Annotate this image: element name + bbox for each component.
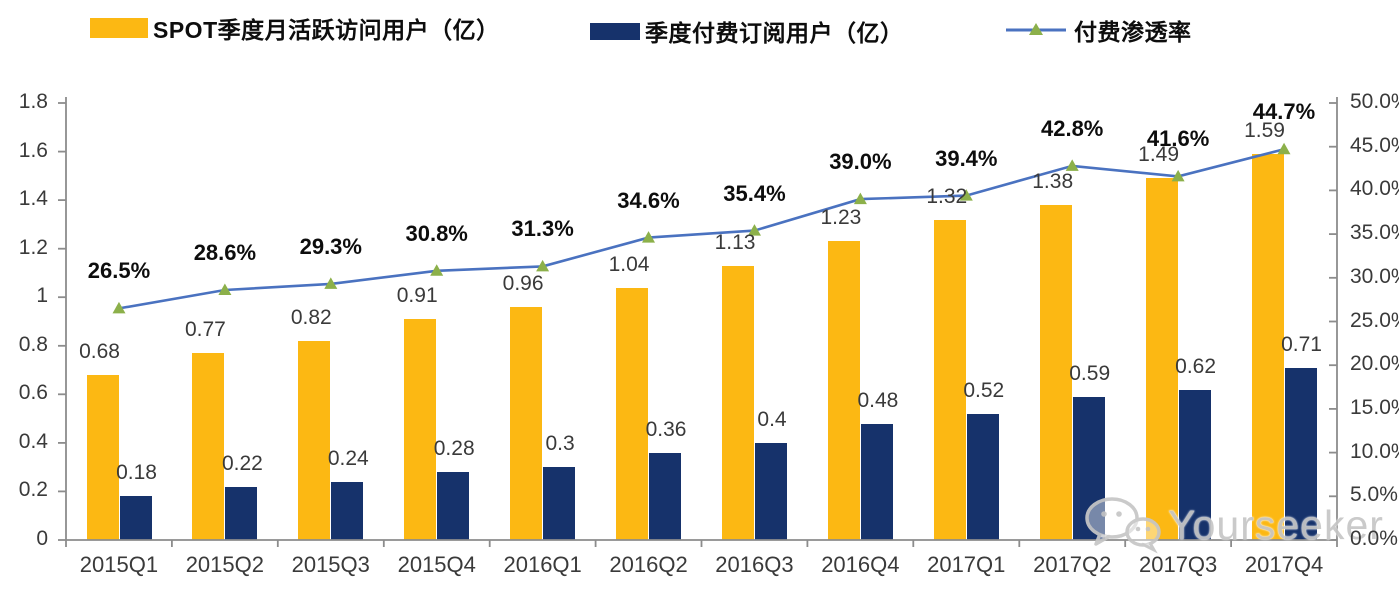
- bar-mau: [722, 265, 754, 540]
- bar-paid: [437, 472, 470, 540]
- mau-legend-label: SPOT季度月活跃访问用户（亿）: [153, 17, 500, 43]
- watermark: Yourseeker: [1084, 496, 1384, 554]
- penetration-marker: [853, 192, 867, 205]
- penetration-marker: [1171, 169, 1185, 182]
- bar-mau: [933, 219, 966, 540]
- bar-paid: [225, 486, 258, 540]
- penetration-marker: [1277, 142, 1291, 155]
- mau-legend-swatch: [90, 18, 148, 38]
- legend-item-mau: SPOT季度月活跃访问用户（亿）: [90, 14, 500, 43]
- bar-mau: [298, 340, 331, 540]
- subscribers-legend-label: 季度付费订阅用户（亿）: [645, 20, 904, 46]
- bar-mau: [616, 287, 648, 540]
- legend-item-subscribers: 季度付费订阅用户（亿）: [590, 17, 904, 46]
- penetration-legend-label: 付费渗透率: [1074, 19, 1192, 45]
- bar-mau: [1251, 154, 1284, 540]
- bar-mau: [404, 319, 437, 540]
- bar-mau: [86, 374, 119, 540]
- line-marker-legend-icon: [1006, 23, 1066, 35]
- bar-paid: [649, 452, 681, 540]
- watermark-text: Yourseeker: [1168, 501, 1384, 548]
- bar-mau: [827, 241, 860, 540]
- bar-mau: [192, 353, 225, 540]
- penetration-marker: [748, 224, 761, 236]
- bar-mau: [510, 306, 543, 540]
- bar-paid: [1178, 389, 1211, 540]
- subscribers-legend-swatch: [590, 22, 640, 40]
- bar-paid: [860, 423, 893, 540]
- penetration-marker: [536, 259, 550, 272]
- bar-mau: [1145, 178, 1178, 540]
- penetration-line: [118, 148, 1285, 310]
- bar-paid: [755, 442, 787, 540]
- bar-paid: [966, 413, 999, 540]
- axis-lines: [65, 97, 1338, 541]
- penetration-marker: [112, 301, 126, 314]
- legend-item-penetration: 付费渗透率: [1006, 16, 1192, 45]
- penetration-marker: [324, 277, 338, 289]
- penetration-marker: [959, 189, 973, 201]
- penetration-marker: [218, 283, 232, 295]
- penetration-marker: [1065, 159, 1079, 171]
- bar-paid: [119, 496, 152, 540]
- bar-mau: [1039, 205, 1072, 540]
- penetration-marker: [430, 264, 444, 276]
- bar-paid: [543, 467, 576, 540]
- bar-paid: [1284, 367, 1317, 540]
- bar-paid: [331, 481, 364, 540]
- wechat-icon: [1085, 497, 1161, 554]
- penetration-marker: [642, 231, 655, 243]
